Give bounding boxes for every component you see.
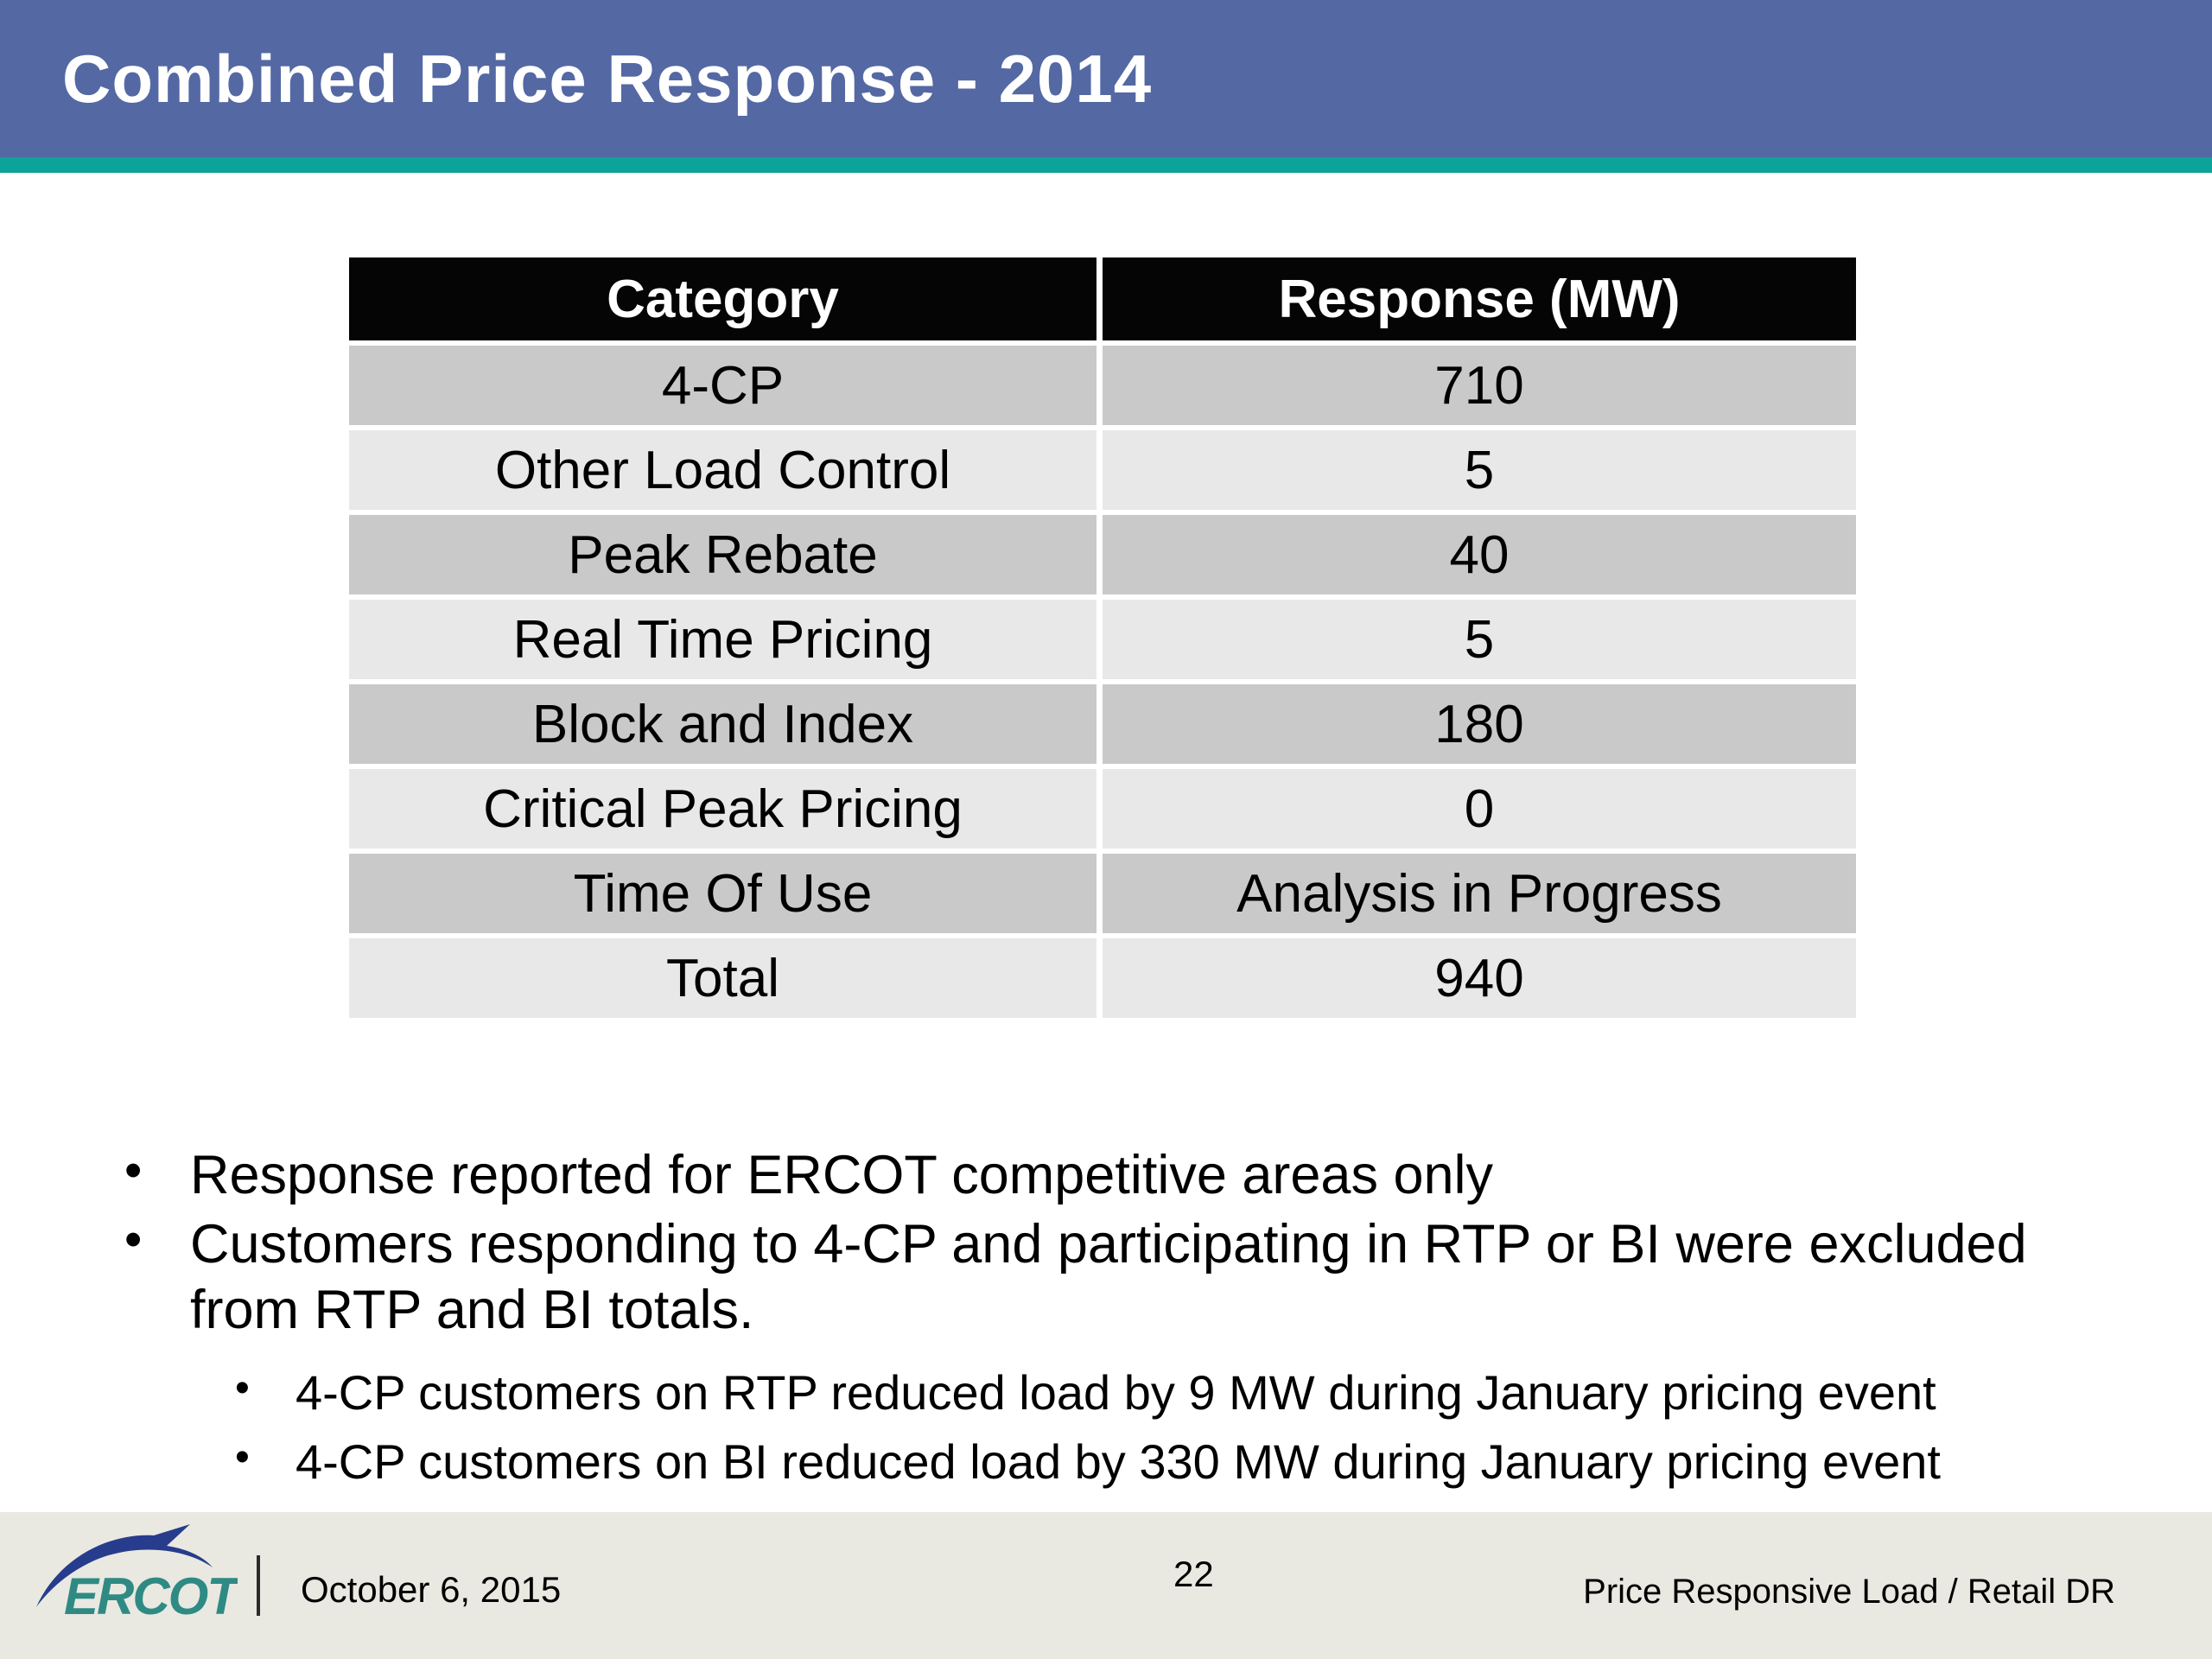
bullet-item: Response reported for ERCOT competitive … (123, 1141, 2145, 1208)
category-cell: Critical Peak Pricing (349, 769, 1103, 854)
sub-bullet-list: 4-CP customers on RTP reduced load by 9 … (233, 1363, 2145, 1492)
slide-title: Combined Price Response - 2014 (62, 40, 1153, 117)
category-cell: Total (349, 938, 1103, 1023)
page-number: 22 (1173, 1554, 1214, 1594)
table-header-row: Category Response (MW) (349, 257, 1856, 346)
svg-text:ERCOT: ERCOT (64, 1567, 238, 1624)
response-cell: 710 (1103, 346, 1856, 430)
footer-bar: ERCOT October 6, 2015 22 Price Responsiv… (0, 1512, 2212, 1659)
sub-bullet-item: 4-CP customers on BI reduced load by 330… (233, 1432, 2145, 1492)
column-header-category: Category (349, 257, 1103, 346)
response-cell: 0 (1103, 769, 1856, 854)
price-response-table: Category Response (MW) 4-CP 710 Other Lo… (349, 257, 1856, 1023)
category-cell: Other Load Control (349, 430, 1103, 515)
sub-bullet-item: 4-CP customers on RTP reduced load by 9 … (233, 1363, 2145, 1423)
response-cell: 40 (1103, 515, 1856, 600)
response-cell: 5 (1103, 430, 1856, 515)
response-cell: Analysis in Progress (1103, 854, 1856, 938)
response-cell: 5 (1103, 600, 1856, 684)
column-header-response: Response (MW) (1103, 257, 1856, 346)
footer-date: October 6, 2015 (301, 1569, 562, 1610)
category-cell: Peak Rebate (349, 515, 1103, 600)
title-bar: Combined Price Response - 2014 (0, 0, 2212, 157)
table-row: Time Of Use Analysis in Progress (349, 854, 1856, 938)
table-row: Block and Index 180 (349, 684, 1856, 769)
table-row: Real Time Pricing 5 (349, 600, 1856, 684)
main-bullet-list: Response reported for ERCOT competitive … (123, 1141, 2145, 1344)
table-row: Peak Rebate 40 (349, 515, 1856, 600)
footer-divider (257, 1555, 260, 1616)
table-row: Other Load Control 5 (349, 430, 1856, 515)
category-cell: Block and Index (349, 684, 1103, 769)
category-cell: Time Of Use (349, 854, 1103, 938)
accent-bar (0, 157, 2212, 173)
category-cell: Real Time Pricing (349, 600, 1103, 684)
notes-section: Response reported for ERCOT competitive … (123, 1141, 2145, 1501)
response-cell: 180 (1103, 684, 1856, 769)
category-cell: 4-CP (349, 346, 1103, 430)
response-cell: 940 (1103, 938, 1856, 1023)
table-row: Total 940 (349, 938, 1856, 1023)
bullet-item: Customers responding to 4-CP and partici… (123, 1210, 2145, 1343)
footer-label: Price Responsive Load / Retail DR (1583, 1573, 2115, 1611)
table-row: Critical Peak Pricing 0 (349, 769, 1856, 854)
ercot-logo-swoosh-icon (36, 1524, 213, 1607)
table-row: 4-CP 710 (349, 346, 1856, 430)
ercot-logo: ERCOT (36, 1524, 238, 1624)
price-response-table-wrap: Category Response (MW) 4-CP 710 Other Lo… (349, 257, 1856, 1023)
